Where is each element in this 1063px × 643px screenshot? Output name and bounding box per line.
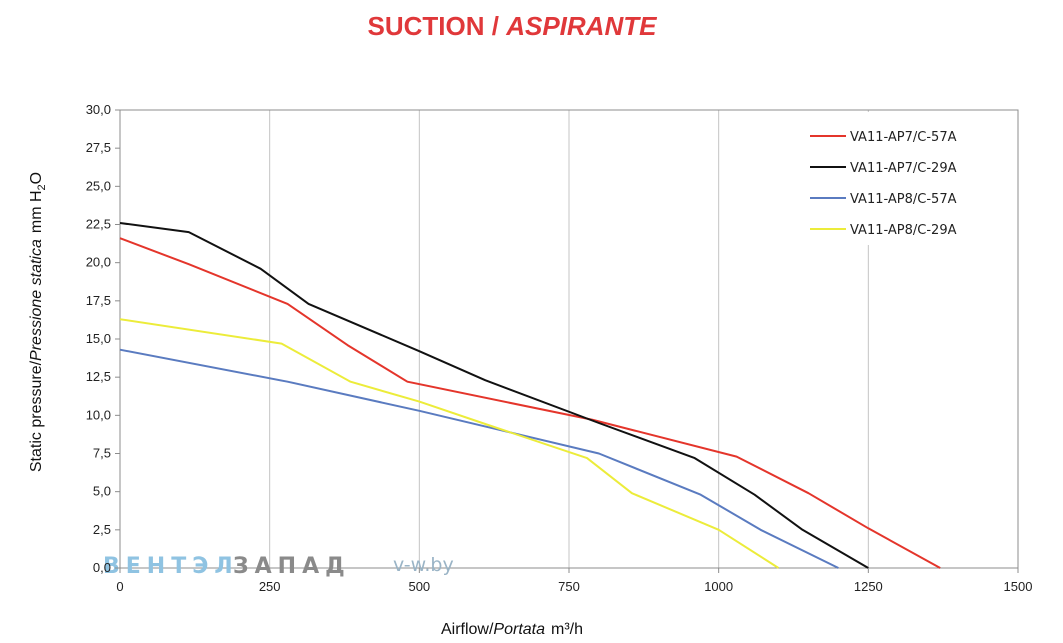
y-tick-label: 27,5 [86,140,111,155]
y-tick-label: 5,0 [93,484,111,499]
legend: VA11-AP7/C-57A VA11-AP7/C-29A VA11-AP8/C-5… [772,112,1012,245]
x-axis-label: Airflow/Portata m³/h [441,621,583,638]
legend-label-3: VA11-AP8/C-57A [850,192,957,207]
watermark-part2: ЗАПАД [233,554,351,579]
y-tick-label: 10,0 [86,407,111,422]
legend-label-2: VA11-AP7/C-29A [850,161,957,176]
watermark-part1: ВЕНТЭЛ [103,554,239,579]
legend-label-1: VA11-AP7/C-57A [850,130,957,145]
series-line-3 [119,348,839,569]
x-tick-label: 1250 [854,579,883,594]
y-tick-label: 20,0 [86,255,111,270]
x-tick-label: 0 [116,579,123,594]
y-tick-label: 2,5 [93,522,111,537]
y-tick-label: 22,5 [86,217,111,232]
watermark: ВЕНТЭЛ ЗАПАД v-w.by [103,554,454,579]
y-tick-label: 12,5 [86,369,111,384]
y-tick-label: 15,0 [86,331,111,346]
y-axis-label: Static pressure/Pressione staticamm H2O [28,172,48,472]
x-tick-label: 1500 [1004,579,1033,594]
series-line-4 [119,318,780,569]
series-line-2 [119,222,869,569]
x-tick-label: 750 [558,579,580,594]
y-tick-label: 7,5 [93,446,111,461]
legend-box [772,112,1012,245]
legend-label-4: VA11-AP8/C-29A [850,223,957,238]
y-tick-labels: 0,0 2,5 5,0 7,5 10,0 12,5 15,0 17,5 20,0 22,5 25,0… [86,102,120,575]
watermark-site: v-w.by [393,554,454,576]
x-tick-label: 250 [259,579,281,594]
series-line-1 [119,237,941,569]
y-tick-label: 30,0 [86,102,111,117]
x-tick-labels: 0 250 500 750 1000 1250 1500 [116,568,1032,594]
chart-title: SUCTION / ASPIRANTE [368,11,658,41]
x-tick-label: 1000 [704,579,733,594]
x-tick-label: 500 [408,579,430,594]
y-tick-label: 25,0 [86,178,111,193]
y-tick-label: 0,0 [93,560,111,575]
series-lines [119,222,941,569]
y-tick-label: 17,5 [86,293,111,308]
